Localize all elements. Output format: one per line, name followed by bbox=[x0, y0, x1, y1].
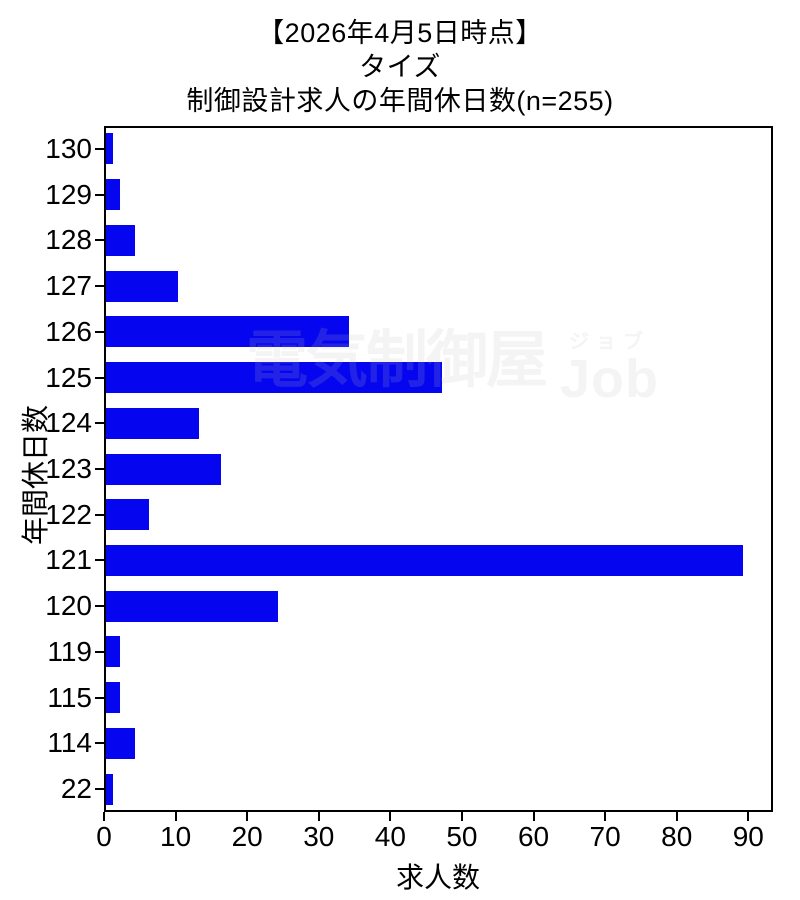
x-tick-label-80: 80 bbox=[661, 821, 693, 852]
x-tick-mark bbox=[460, 812, 463, 821]
y-tick-mark bbox=[95, 285, 104, 288]
x-tick-label-20: 20 bbox=[231, 821, 263, 852]
x-tick-mark bbox=[174, 812, 177, 821]
bar-126 bbox=[106, 316, 350, 348]
y-tick-mark bbox=[95, 742, 104, 745]
y-tick-label-115: 115 bbox=[47, 681, 92, 713]
y-tick-mark bbox=[95, 147, 104, 150]
x-tick-label-30: 30 bbox=[303, 821, 335, 852]
x-tick-mark bbox=[246, 812, 249, 821]
x-tick-mark bbox=[103, 812, 105, 821]
x-tick-mark bbox=[317, 812, 320, 821]
y-tick-mark bbox=[95, 193, 104, 196]
bar-123 bbox=[106, 453, 221, 485]
y-tick-label-128: 128 bbox=[45, 224, 92, 256]
x-tick-label-90: 90 bbox=[732, 821, 764, 852]
x-tick-mark bbox=[389, 812, 392, 821]
y-tick-mark bbox=[95, 605, 104, 608]
bar-128 bbox=[106, 224, 135, 256]
y-tick-mark bbox=[95, 468, 104, 470]
y-tick-mark bbox=[95, 696, 104, 699]
y-tick-mark bbox=[95, 422, 104, 425]
y-tick-mark bbox=[95, 513, 104, 516]
x-tick-label-60: 60 bbox=[517, 821, 550, 852]
y-tick-label-129: 129 bbox=[45, 178, 92, 210]
bar-122 bbox=[106, 499, 149, 531]
bar-124 bbox=[106, 407, 200, 439]
x-tick-mark bbox=[747, 812, 750, 821]
y-tick-mark bbox=[95, 650, 104, 653]
title-line-subject: 制御設計求人の年間休日数(n=255) bbox=[186, 86, 614, 116]
bar-115 bbox=[106, 682, 121, 714]
bar-119 bbox=[106, 636, 121, 668]
y-tick-label-114: 114 bbox=[47, 727, 92, 759]
plot-area bbox=[104, 126, 773, 812]
y-tick-label-126: 126 bbox=[45, 315, 92, 347]
y-tick-label-121: 121 bbox=[45, 544, 92, 576]
x-tick-mark bbox=[675, 812, 678, 821]
x-tick-label-70: 70 bbox=[589, 821, 621, 852]
y-tick-label-130: 130 bbox=[45, 132, 92, 164]
bar-130 bbox=[106, 133, 114, 165]
y-axis-label: 年間休日数 bbox=[20, 405, 51, 546]
bar-120 bbox=[106, 590, 278, 622]
bar-125 bbox=[106, 362, 443, 394]
y-tick-label-119: 119 bbox=[47, 635, 92, 667]
bar-114 bbox=[106, 727, 135, 759]
bar-127 bbox=[106, 270, 178, 302]
bar-121 bbox=[106, 544, 744, 576]
x-tick-mark bbox=[532, 812, 535, 821]
x-tick-label-50: 50 bbox=[446, 821, 478, 852]
bar-22 bbox=[106, 773, 114, 805]
x-axis-label: 求人数 bbox=[395, 862, 480, 893]
x-tick-mark bbox=[604, 812, 607, 821]
y-tick-mark bbox=[95, 376, 104, 379]
y-tick-mark bbox=[95, 788, 104, 791]
bar-129 bbox=[106, 179, 121, 211]
x-tick-label-10: 10 bbox=[160, 821, 192, 852]
y-tick-mark bbox=[95, 239, 104, 242]
title-line-date: 【2026年4月5日時点】 bbox=[257, 18, 543, 48]
x-tick-label-40: 40 bbox=[374, 821, 406, 852]
y-tick-label-122: 122 bbox=[45, 498, 92, 530]
title-line-company: タイズ bbox=[359, 52, 441, 82]
y-tick-label-125: 125 bbox=[45, 361, 92, 393]
x-tick-label-0: 0 bbox=[96, 821, 112, 852]
y-tick-label-22: 22 bbox=[60, 773, 92, 805]
chart-title: 【2026年4月5日時点】 タイズ 制御設計求人の年間休日数(n=255) bbox=[0, 16, 800, 118]
y-tick-label-120: 120 bbox=[45, 590, 92, 622]
y-tick-label-123: 123 bbox=[45, 453, 92, 484]
y-tick-label-127: 127 bbox=[45, 270, 92, 302]
y-tick-mark bbox=[95, 559, 104, 562]
y-tick-label-124: 124 bbox=[45, 407, 92, 439]
y-tick-mark bbox=[95, 330, 104, 333]
